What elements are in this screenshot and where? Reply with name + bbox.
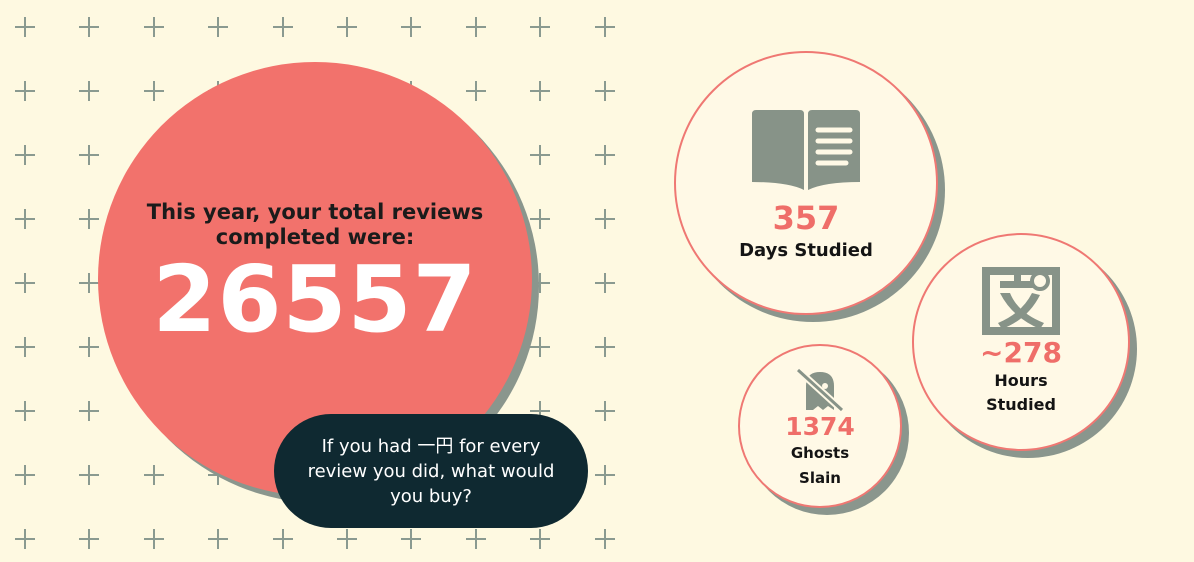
plus-mark bbox=[15, 273, 35, 293]
plus-mark bbox=[465, 17, 486, 37]
plus-mark bbox=[530, 145, 551, 165]
ghost-slashed-icon bbox=[795, 367, 845, 413]
plus-mark bbox=[79, 337, 100, 357]
plus-mark bbox=[143, 529, 164, 549]
plus-mark bbox=[530, 401, 551, 421]
plus-mark bbox=[15, 401, 35, 421]
plus-mark bbox=[530, 81, 551, 101]
hours-label-line1: Hours bbox=[994, 371, 1048, 390]
yen-prompt-text: If you had 一円 for every review you did, … bbox=[307, 435, 555, 507]
plus-mark bbox=[79, 81, 100, 101]
plus-mark bbox=[401, 529, 422, 549]
plus-mark bbox=[530, 337, 551, 357]
plus-mark bbox=[530, 273, 551, 293]
plus-mark bbox=[79, 401, 100, 421]
plus-mark bbox=[401, 17, 422, 37]
plus-mark bbox=[594, 145, 615, 165]
plus-mark bbox=[594, 529, 615, 549]
plus-mark bbox=[594, 273, 615, 293]
total-reviews-count: 26557 bbox=[152, 246, 478, 353]
days-studied-value: 357 bbox=[772, 199, 840, 237]
days-studied-label: Days Studied bbox=[739, 240, 873, 261]
plus-mark bbox=[143, 465, 164, 485]
plus-mark bbox=[465, 529, 486, 549]
plus-mark bbox=[15, 17, 35, 37]
ghosts-slain-label: Ghosts Slain bbox=[791, 441, 849, 491]
total-reviews-heading: This year, your total reviews completed … bbox=[146, 200, 484, 249]
kanji-bun-icon bbox=[982, 267, 1060, 335]
plus-mark bbox=[465, 81, 486, 101]
plus-mark bbox=[79, 209, 100, 229]
plus-mark bbox=[15, 529, 35, 549]
plus-mark bbox=[79, 273, 100, 293]
hours-label-line2: Studied bbox=[986, 395, 1056, 414]
days-studied-stat: 357 Days Studied bbox=[674, 51, 938, 315]
plus-mark bbox=[15, 465, 35, 485]
plus-mark bbox=[15, 145, 35, 165]
plus-mark bbox=[208, 529, 229, 549]
plus-mark bbox=[594, 465, 615, 485]
plus-mark bbox=[79, 465, 100, 485]
plus-mark bbox=[594, 17, 615, 37]
plus-mark bbox=[79, 145, 100, 165]
ghosts-label-line1: Ghosts bbox=[790, 444, 850, 462]
plus-mark bbox=[337, 529, 357, 549]
plus-mark bbox=[208, 17, 229, 37]
ghosts-slain-stat: 1374 Ghosts Slain bbox=[738, 344, 902, 508]
plus-mark bbox=[594, 401, 615, 421]
ghosts-slain-value: 1374 bbox=[785, 412, 855, 441]
plus-mark bbox=[15, 81, 35, 101]
plus-mark bbox=[337, 17, 357, 37]
plus-mark bbox=[143, 81, 164, 101]
plus-mark bbox=[79, 17, 100, 37]
plus-mark bbox=[594, 81, 615, 101]
plus-mark bbox=[530, 529, 551, 549]
plus-mark bbox=[272, 529, 293, 549]
plus-mark bbox=[272, 17, 293, 37]
hours-studied-stat: ~278 Hours Studied bbox=[912, 233, 1130, 451]
open-book-icon bbox=[752, 110, 860, 190]
yen-prompt-bubble: If you had 一円 for every review you did, … bbox=[274, 414, 588, 528]
plus-mark bbox=[530, 17, 551, 37]
hours-studied-value: ~278 bbox=[980, 336, 1062, 369]
plus-mark bbox=[594, 337, 615, 357]
plus-mark bbox=[530, 209, 551, 229]
ghosts-label-line2: Slain bbox=[799, 469, 841, 487]
plus-mark bbox=[79, 529, 100, 549]
plus-mark bbox=[143, 17, 164, 37]
plus-mark bbox=[594, 209, 615, 229]
hours-studied-label: Hours Studied bbox=[986, 369, 1056, 417]
plus-mark bbox=[15, 209, 35, 229]
plus-mark bbox=[15, 337, 35, 357]
